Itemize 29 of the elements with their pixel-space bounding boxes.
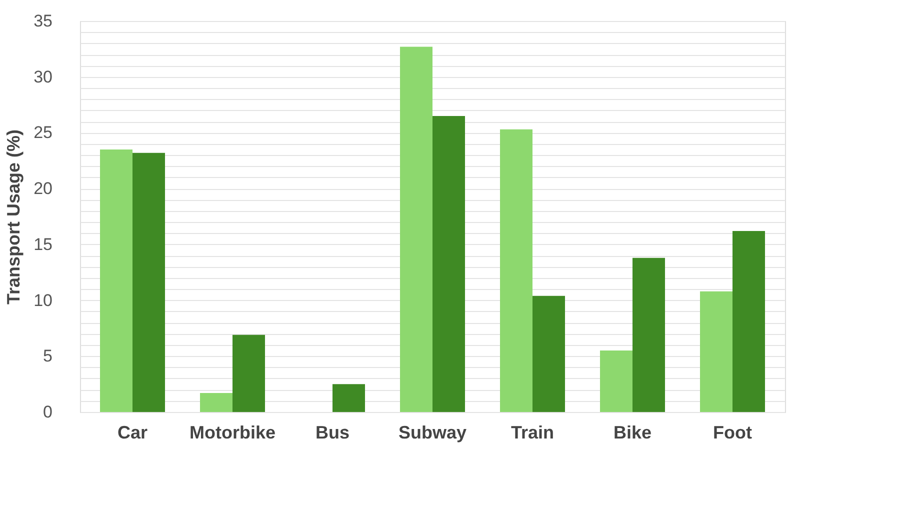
bar [232, 334, 265, 412]
bar [632, 258, 665, 412]
x-tick-label: Car [117, 422, 148, 442]
x-tick-label: Bus [315, 422, 350, 442]
y-tick-label: 0 [43, 402, 52, 422]
bar [600, 350, 632, 412]
y-tick-label: 30 [34, 67, 52, 86]
bar [332, 384, 365, 412]
y-tick-label: 25 [34, 123, 52, 142]
bar [100, 149, 132, 412]
bar [400, 46, 432, 412]
y-tick-label: 5 [43, 346, 52, 366]
bar [732, 231, 765, 412]
bar [500, 129, 532, 412]
bar [700, 291, 732, 412]
y-tick-label: 15 [34, 234, 52, 254]
y-tick-label: 35 [34, 12, 52, 30]
x-tick-label: Subway [398, 422, 467, 442]
y-axis-title: Transport Usage (%) [4, 129, 24, 305]
bar [200, 393, 232, 412]
y-tick-label: 20 [34, 179, 52, 198]
x-tick-label: Train [510, 422, 554, 442]
bar [132, 152, 165, 412]
x-tick-label: Bike [613, 422, 652, 442]
bar [432, 116, 465, 412]
x-tick-label: Motorbike [189, 422, 276, 442]
y-tick-label: 10 [34, 290, 52, 310]
bar [532, 296, 565, 412]
x-tick-label: Foot [713, 422, 752, 442]
